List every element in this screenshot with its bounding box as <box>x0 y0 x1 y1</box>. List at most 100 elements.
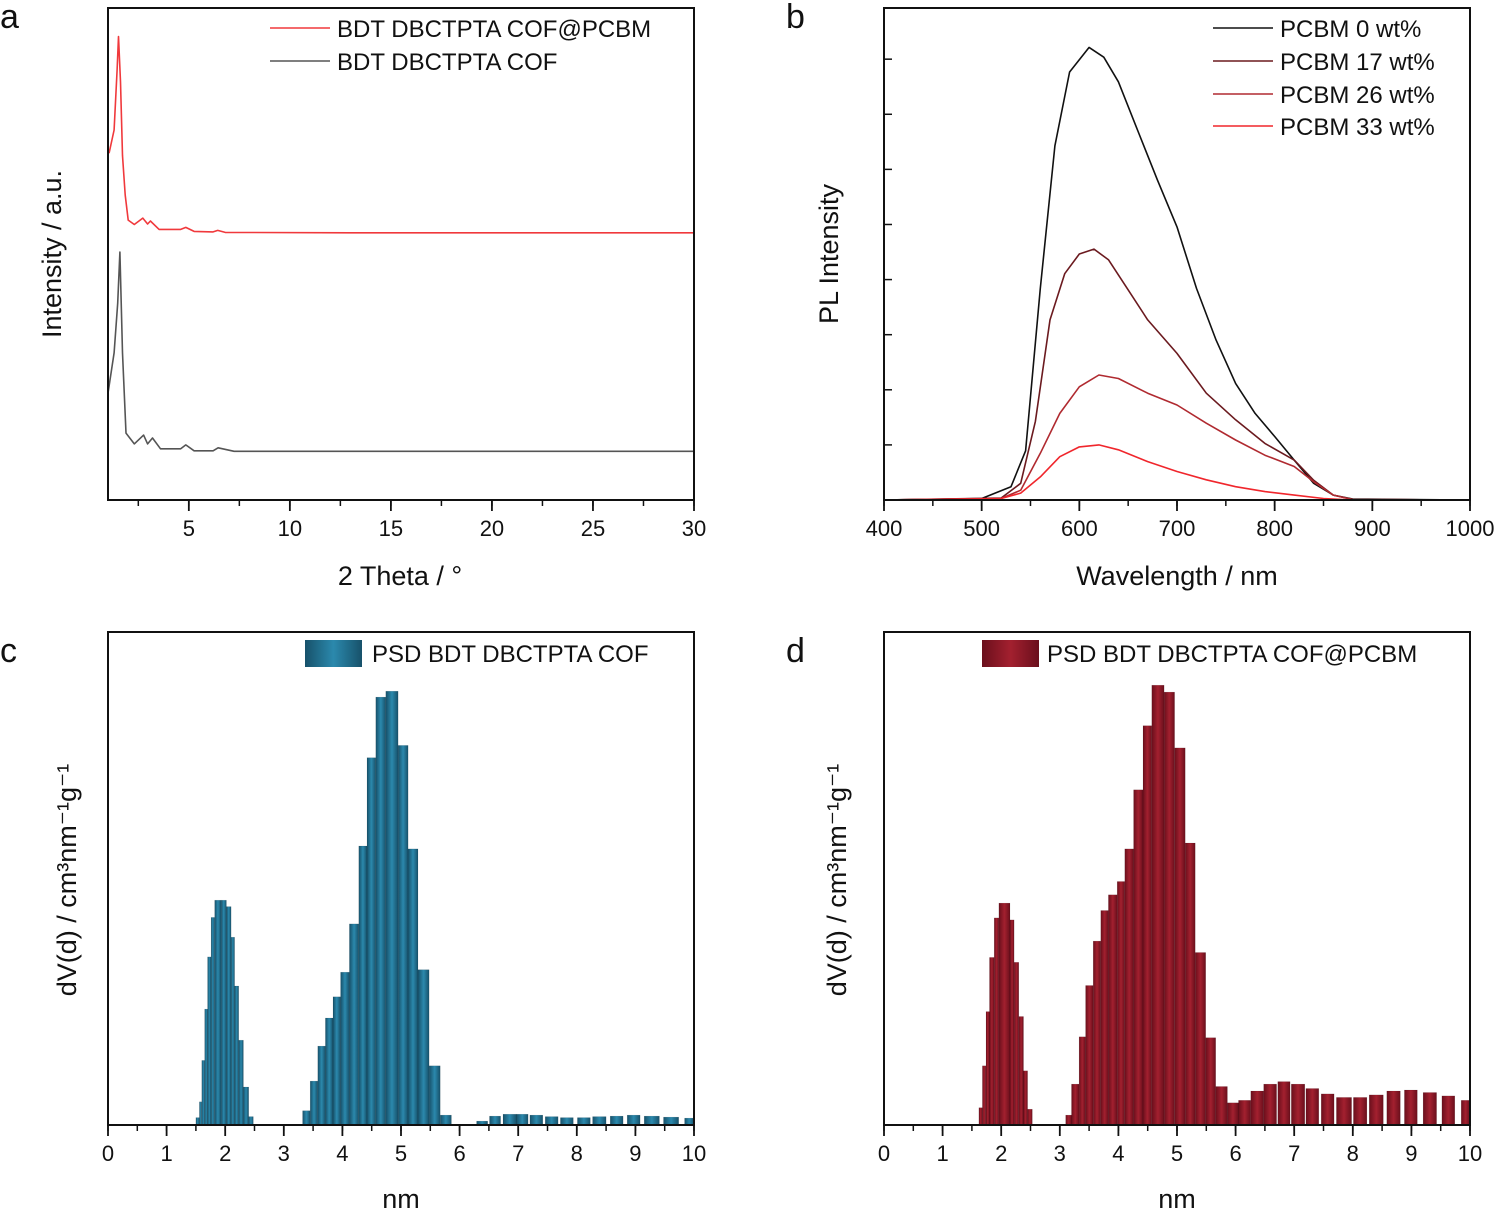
histogram-bar <box>1250 1090 1264 1126</box>
histogram-bar <box>375 696 387 1126</box>
x-tick-label: 7 <box>512 1141 524 1166</box>
histogram-bar <box>1092 940 1102 1126</box>
panel-d-legend: PSD BDT DBCTPTA COF@PCBM <box>982 640 1417 668</box>
x-tick-label: 900 <box>1354 516 1391 541</box>
histogram-bar <box>234 985 239 1126</box>
x-tick-label: 30 <box>682 516 706 541</box>
histogram-bar <box>1305 1088 1320 1126</box>
x-tick-label: 800 <box>1256 516 1293 541</box>
histogram-bar <box>544 1116 559 1126</box>
axes-frame <box>107 7 695 501</box>
histogram-bar <box>1336 1097 1352 1126</box>
histogram-bar <box>1071 1083 1080 1126</box>
panel-c-ylabel: dV(d) / cm³nm⁻¹g⁻¹ <box>52 764 82 997</box>
histogram-bar <box>428 1065 441 1126</box>
histogram-bar <box>516 1113 529 1126</box>
histogram-bar <box>1368 1094 1384 1126</box>
histogram-bar <box>1013 962 1020 1126</box>
histogram-bar <box>529 1114 544 1126</box>
x-tick-label: 5 <box>183 516 195 541</box>
histogram-bar <box>1065 1114 1072 1126</box>
histogram-bar <box>643 1115 660 1126</box>
histogram-bar <box>1238 1100 1252 1126</box>
histogram-bar <box>440 1114 452 1126</box>
histogram-bar <box>204 1008 208 1126</box>
x-tick-label: 8 <box>1347 1141 1359 1166</box>
histogram-bar <box>1205 1037 1216 1126</box>
histogram-bar <box>201 1060 205 1126</box>
x-tick-label: 7 <box>1288 1141 1300 1166</box>
histogram-bar <box>207 956 212 1126</box>
panel-a-xlabel: 2 Theta / ° <box>338 561 462 591</box>
histogram-bar <box>243 1086 249 1126</box>
histogram-bar <box>230 936 235 1126</box>
x-tick-label: 3 <box>1054 1141 1066 1166</box>
histogram-bar <box>489 1115 501 1126</box>
histogram-bar <box>407 848 419 1126</box>
panel-letter-d: d <box>786 632 805 670</box>
x-tick-label: 5 <box>395 1141 407 1166</box>
histogram-bar <box>1009 919 1015 1126</box>
histogram-bar <box>998 902 1011 1126</box>
histogram-bar <box>195 1117 200 1126</box>
legend-label: PCBM 0 wt% <box>1280 16 1421 43</box>
histogram-bar <box>1108 894 1118 1126</box>
histogram-bar <box>1142 725 1153 1126</box>
histogram-bar <box>1320 1093 1335 1126</box>
panel-c-legend: PSD BDT DBCTPTA COF <box>305 640 648 668</box>
histogram-bar <box>358 845 368 1126</box>
histogram-bar <box>684 1117 695 1126</box>
panel-d-ylabel: dV(d) / cm³nm⁻¹g⁻¹ <box>822 764 852 997</box>
x-tick-label: 4 <box>1112 1141 1124 1166</box>
x-tick-label: 0 <box>878 1141 890 1166</box>
histogram-bar <box>1215 1086 1228 1126</box>
histogram-bar <box>397 745 409 1126</box>
histogram-bar <box>417 969 430 1126</box>
panel-letter-a: a <box>0 0 19 36</box>
series-line-2 <box>107 251 694 453</box>
panel-c-xlabel: nm <box>382 1184 420 1212</box>
histogram-bar <box>1422 1092 1437 1126</box>
histogram-bar <box>214 899 222 1126</box>
histogram-bar <box>1184 842 1196 1126</box>
x-tick-label: 4 <box>336 1141 348 1166</box>
histogram-bar <box>609 1115 624 1126</box>
histogram-bar <box>1277 1081 1291 1126</box>
x-tick-label: 9 <box>629 1141 641 1166</box>
x-tick-label: 9 <box>1405 1141 1417 1166</box>
histogram-bar <box>1194 952 1206 1126</box>
histogram-bar <box>226 906 232 1126</box>
x-tick-label: 10 <box>278 516 302 541</box>
histogram-bar <box>1353 1097 1368 1126</box>
histogram-bar <box>1460 1100 1471 1126</box>
histogram-bar <box>1227 1102 1239 1126</box>
legend-swatch <box>305 640 362 667</box>
histogram-bar <box>248 1116 254 1126</box>
histogram-bar <box>1018 1016 1024 1126</box>
series-line-3 <box>883 374 1471 501</box>
histogram-bar <box>993 917 1000 1126</box>
histogram-bar <box>978 1107 983 1126</box>
histogram-bar <box>302 1110 311 1126</box>
histogram-bar <box>1100 910 1109 1126</box>
histogram-bar <box>332 996 341 1126</box>
panel-a-plot: 5 10 15 20 25 30 <box>107 7 706 541</box>
histogram-bar <box>985 1011 990 1126</box>
histogram-bar <box>385 690 399 1126</box>
legend-swatch <box>982 640 1039 667</box>
histogram-bar <box>1163 691 1175 1126</box>
panel-a-legend: BDT DBCTPTA COF@PCBM BDT DBCTPTA COF <box>270 16 651 76</box>
panel-b-legend: PCBM 0 wt% PCBM 17 wt% PCBM 26 wt% PCBM … <box>1213 16 1435 141</box>
series-line-1 <box>107 35 694 234</box>
x-tick-label: 400 <box>866 516 903 541</box>
series-line-2 <box>883 248 1471 501</box>
x-tick-label: 700 <box>1159 516 1196 541</box>
x-tick-label: 1000 <box>1446 516 1495 541</box>
histogram-bar <box>349 923 360 1126</box>
legend-label: PCBM 26 wt% <box>1280 82 1435 109</box>
x-tick-label: 25 <box>581 516 605 541</box>
histogram-bar <box>1078 1036 1086 1126</box>
panel-c-plot: 0 1 2 3 4 5 6 7 8 9 10 <box>102 631 706 1166</box>
histogram-bar <box>210 917 215 1126</box>
